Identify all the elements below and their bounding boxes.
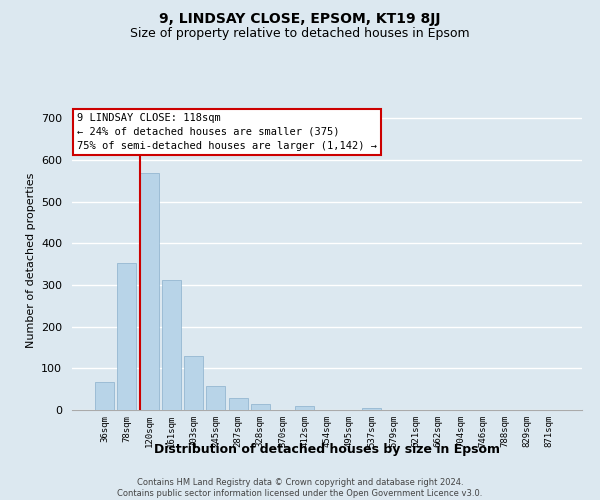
Bar bbox=[140, 174, 158, 410]
Bar bbox=[295, 406, 314, 410]
Bar bbox=[184, 356, 203, 410]
Text: Size of property relative to detached houses in Epsom: Size of property relative to detached ho… bbox=[130, 28, 470, 40]
Y-axis label: Number of detached properties: Number of detached properties bbox=[26, 172, 35, 348]
Text: 9, LINDSAY CLOSE, EPSOM, KT19 8JJ: 9, LINDSAY CLOSE, EPSOM, KT19 8JJ bbox=[159, 12, 441, 26]
Bar bbox=[206, 386, 225, 410]
Bar bbox=[95, 382, 114, 410]
Text: Contains HM Land Registry data © Crown copyright and database right 2024.
Contai: Contains HM Land Registry data © Crown c… bbox=[118, 478, 482, 498]
Bar bbox=[251, 404, 270, 410]
Bar bbox=[118, 264, 136, 410]
Bar bbox=[362, 408, 381, 410]
Bar bbox=[229, 398, 248, 410]
Text: Distribution of detached houses by size in Epsom: Distribution of detached houses by size … bbox=[154, 444, 500, 456]
Text: 9 LINDSAY CLOSE: 118sqm
← 24% of detached houses are smaller (375)
75% of semi-d: 9 LINDSAY CLOSE: 118sqm ← 24% of detache… bbox=[77, 113, 377, 151]
Bar bbox=[162, 280, 181, 410]
